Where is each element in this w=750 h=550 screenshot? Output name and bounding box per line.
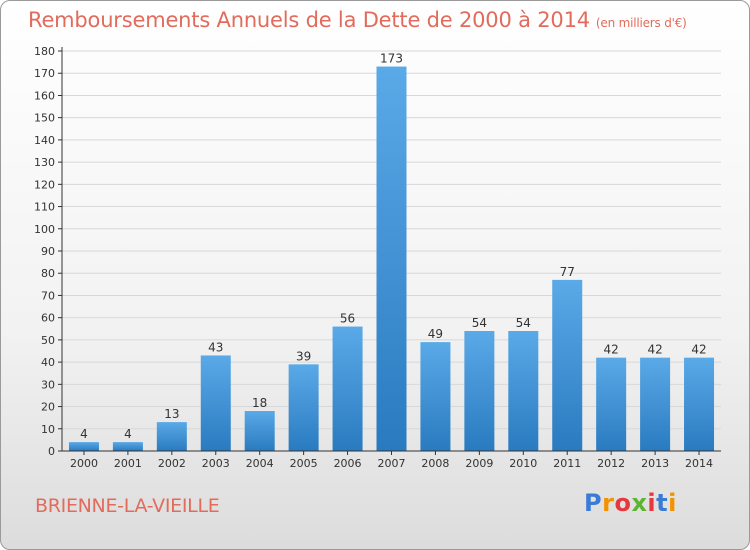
x-tick-label: 2000 <box>70 457 98 470</box>
y-tick-label: 150 <box>34 112 55 125</box>
x-tick-label: 2004 <box>246 457 274 470</box>
data-label: 42 <box>604 343 619 357</box>
y-tick-label: 70 <box>41 289 55 302</box>
x-tick-label: 2011 <box>553 457 581 470</box>
x-tick-label: 2009 <box>465 457 493 470</box>
bar <box>244 411 275 451</box>
data-label: 54 <box>472 316 487 330</box>
x-tick-label: 2001 <box>114 457 142 470</box>
y-tick-label: 110 <box>34 201 55 214</box>
bar <box>552 279 583 451</box>
chart-unit: (en milliers d'€) <box>595 16 687 30</box>
data-label: 173 <box>380 52 403 66</box>
town-name: BRIENNE-LA-VIEILLE <box>35 495 220 517</box>
x-tick-label: 2002 <box>158 457 186 470</box>
data-label: 43 <box>208 340 223 354</box>
y-tick-label: 120 <box>34 178 55 191</box>
bar <box>112 442 143 451</box>
bar <box>332 326 363 451</box>
x-tick-label: 2007 <box>378 457 406 470</box>
bar <box>596 357 627 451</box>
bar <box>640 357 671 451</box>
x-tick-label: 2003 <box>202 457 230 470</box>
bar <box>200 355 231 451</box>
x-tick-label: 2010 <box>509 457 537 470</box>
x-tick-label: 2013 <box>641 457 669 470</box>
y-tick-label: 30 <box>41 378 55 391</box>
data-label: 4 <box>80 427 88 441</box>
chart-title: Remboursements Annuels de la Dette de 20… <box>28 8 687 32</box>
data-label: 42 <box>691 343 706 357</box>
logo-letter: P <box>584 489 603 517</box>
x-tick-label: 2006 <box>334 457 362 470</box>
data-label: 13 <box>164 407 179 421</box>
y-tick-label: 180 <box>34 45 55 58</box>
y-tick-label: 100 <box>34 223 55 236</box>
y-tick-label: 170 <box>34 67 55 80</box>
y-tick-label: 40 <box>41 356 55 369</box>
x-tick-label: 2014 <box>685 457 713 470</box>
logo-letter: o <box>614 489 632 517</box>
bar <box>376 66 407 452</box>
bar <box>464 331 495 451</box>
y-tick-label: 0 <box>48 445 55 458</box>
data-label: 54 <box>516 316 531 330</box>
x-tick-label: 2012 <box>597 457 625 470</box>
y-tick-label: 130 <box>34 156 55 169</box>
bar <box>420 342 451 451</box>
y-tick-label: 80 <box>41 267 55 280</box>
data-label: 4 <box>124 427 132 441</box>
y-tick-label: 20 <box>41 401 55 414</box>
chart-title-text: Remboursements Annuels de la Dette de 20… <box>28 8 590 32</box>
x-tick-label: 2005 <box>290 457 318 470</box>
logo-letter: i <box>668 489 677 517</box>
y-tick-label: 140 <box>34 134 55 147</box>
data-label: 77 <box>560 265 575 279</box>
proxiti-logo[interactable]: Proxiti <box>584 489 677 517</box>
y-tick-label: 90 <box>41 245 55 258</box>
data-label: 18 <box>252 396 267 410</box>
y-tick-label: 50 <box>41 334 55 347</box>
logo-letter: r <box>602 489 615 517</box>
logo-letter: i <box>647 489 657 517</box>
logo-letter: x <box>631 489 648 517</box>
logo-letter: t <box>656 489 669 517</box>
y-tick-label: 160 <box>34 89 55 102</box>
data-label: 42 <box>647 343 662 357</box>
y-tick-label: 60 <box>41 312 55 325</box>
x-tick-label: 2008 <box>421 457 449 470</box>
bar <box>156 422 187 451</box>
bar <box>68 442 99 451</box>
bar <box>288 364 319 451</box>
data-label: 39 <box>296 349 311 363</box>
bar <box>508 331 539 451</box>
bar <box>684 357 715 451</box>
data-label: 49 <box>428 327 443 341</box>
y-tick-label: 10 <box>41 423 55 436</box>
data-label: 56 <box>340 312 355 326</box>
